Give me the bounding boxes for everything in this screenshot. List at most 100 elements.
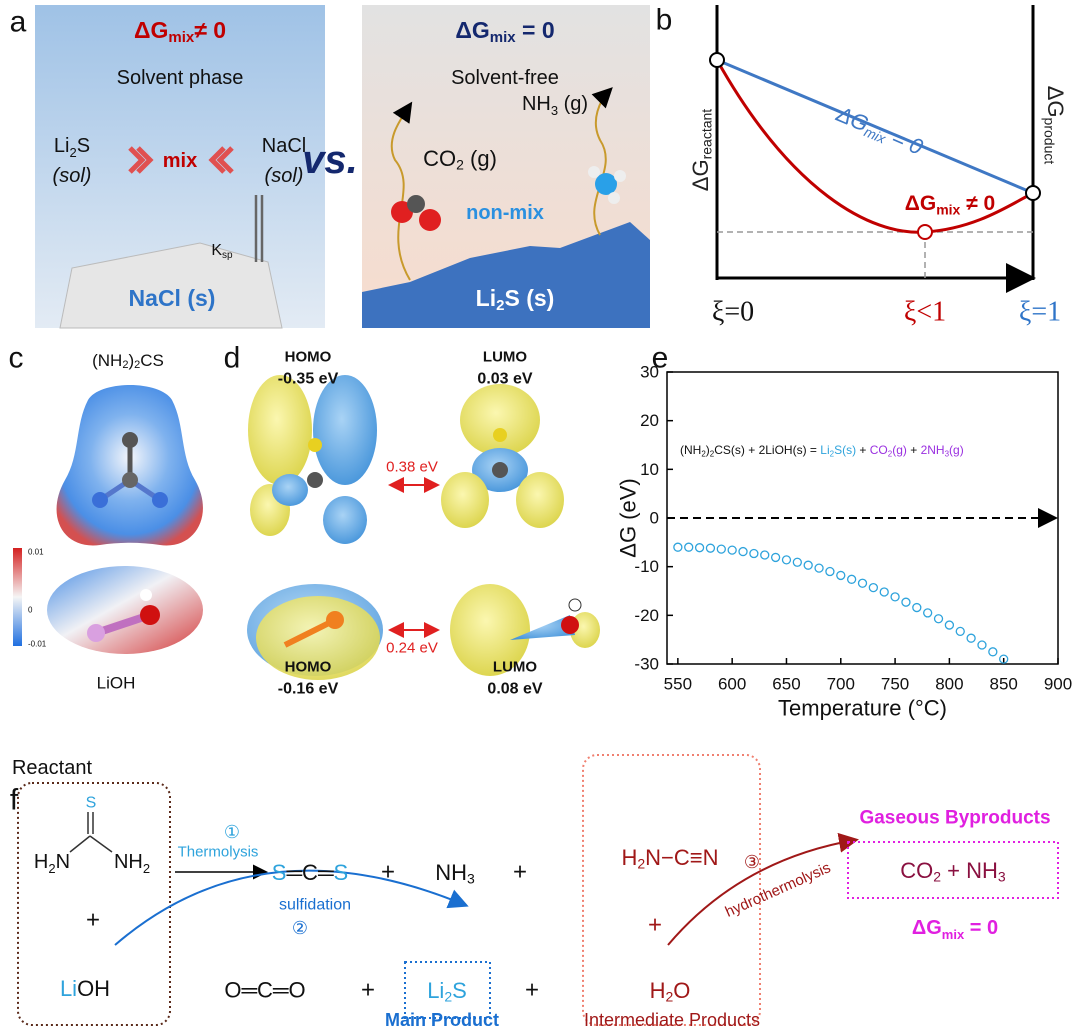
header: ΔGmix = 0 — [455, 17, 554, 45]
orbital-label: HOMO — [285, 349, 332, 366]
atom — [595, 173, 617, 195]
section-label: Reactant — [12, 757, 92, 779]
solid-label: NaCl (s) — [129, 285, 216, 311]
data-point — [846, 574, 857, 584]
scale-label: 0.01 — [28, 548, 44, 557]
data-point — [923, 608, 933, 618]
x-tick-label: 800 — [935, 675, 963, 694]
ksp-label-part: sp — [222, 249, 233, 260]
x-tick-label: 550 — [664, 675, 692, 694]
species-part: Li — [54, 135, 70, 157]
data-point — [781, 555, 792, 565]
species-part: 3 — [551, 103, 558, 118]
data-point — [966, 633, 976, 643]
species: LiOH — [60, 976, 110, 1001]
data-point — [814, 563, 824, 573]
y-tick-label: -10 — [634, 557, 659, 576]
atom — [419, 209, 441, 231]
data-point — [836, 570, 846, 581]
axis-label: ΔGreactant — [688, 109, 715, 192]
bond — [283, 617, 337, 648]
orbital-label: LUMO — [483, 349, 527, 366]
data-point — [857, 578, 868, 588]
y-tick-label: 10 — [640, 460, 659, 479]
y-axis-title: ΔG (eV) — [616, 478, 641, 557]
equation-part: CO — [870, 443, 888, 457]
panel-b-art — [709, 5, 1041, 293]
xi-label: ξ<1 — [904, 297, 946, 328]
state-point — [917, 224, 933, 240]
species-part: + — [941, 858, 966, 883]
orbital-lobe — [450, 584, 530, 676]
axis-label: ΔGproduct — [1041, 86, 1068, 165]
orbital-lobe — [313, 375, 377, 485]
species-part: H — [650, 978, 666, 1003]
species-part: 2 — [70, 145, 77, 160]
step-name: sulfidation — [279, 897, 351, 914]
plus-sign: + — [513, 859, 527, 886]
data-point — [760, 550, 770, 560]
data-point — [727, 545, 737, 555]
species-part: NH — [435, 860, 467, 885]
species-part: 2 — [456, 157, 464, 173]
panel-d-art — [247, 375, 600, 680]
plus-sign: + — [525, 977, 539, 1004]
species: CO2 + NH3 — [900, 858, 1006, 885]
x-tick-label: 700 — [827, 675, 855, 694]
header-part: = 0 — [516, 17, 555, 43]
data-point — [944, 620, 955, 630]
state: (sol) — [53, 165, 92, 187]
panel-label: d — [224, 342, 241, 375]
bond — [69, 812, 113, 853]
orbital-lobe — [460, 384, 540, 456]
data-point — [977, 640, 987, 650]
plus-sign: + — [361, 977, 375, 1004]
orbital-lobe — [441, 472, 489, 528]
molecule-label-part: (NH — [92, 351, 122, 370]
group-title: Gaseous Byproducts — [859, 808, 1050, 829]
x-tick-label: 900 — [1044, 675, 1072, 694]
step-number: ① — [224, 822, 240, 842]
byproduct-box — [847, 841, 1059, 899]
y-tick-label: 20 — [640, 411, 659, 430]
atom-label-part: N — [56, 851, 70, 873]
solid-label-part: Li — [476, 285, 496, 311]
orbital-lobe — [510, 615, 575, 640]
species-part: CO — [900, 858, 933, 883]
x-tick-label: 850 — [990, 675, 1018, 694]
atom — [122, 472, 138, 488]
dg-label-part: ΔG — [912, 917, 942, 939]
species: Li2S — [54, 135, 90, 160]
data-point — [999, 654, 1009, 664]
atom — [87, 624, 105, 642]
mix-label: mix — [163, 150, 197, 172]
y-tick-label: -20 — [634, 606, 659, 625]
curve-label-part: ΔG — [905, 192, 936, 215]
species-part: CO — [423, 146, 456, 171]
atom — [561, 616, 579, 634]
molecule-label-part: 2 — [122, 359, 128, 371]
orbital-lobe — [272, 474, 308, 506]
orbital-label: LUMO — [493, 659, 537, 676]
atom — [588, 166, 600, 178]
x-tick-label: 600 — [718, 675, 746, 694]
curve-label-part: ≠ 0 — [960, 192, 995, 215]
state-point — [1025, 185, 1041, 201]
step-number: ③ — [744, 852, 760, 872]
species: NH3 — [435, 860, 475, 887]
data-point — [673, 542, 683, 552]
species-part: Li — [60, 976, 77, 1001]
li2s-solid — [362, 222, 650, 328]
species-part: S — [334, 860, 349, 885]
esp-surface — [47, 566, 203, 654]
equation-part: 2 — [830, 449, 835, 458]
molecule-label: LiOH — [97, 674, 136, 693]
equation-part: (g) — [892, 443, 907, 457]
xi-label: ξ=0 — [712, 297, 754, 328]
orbital-energy: -0.16 eV — [278, 681, 339, 698]
equation-part: 2 — [701, 449, 706, 458]
species-part: NH — [522, 93, 551, 115]
equation-part: 2NH — [921, 443, 945, 457]
atom-label-part: H — [34, 851, 48, 873]
data-point — [901, 597, 911, 607]
